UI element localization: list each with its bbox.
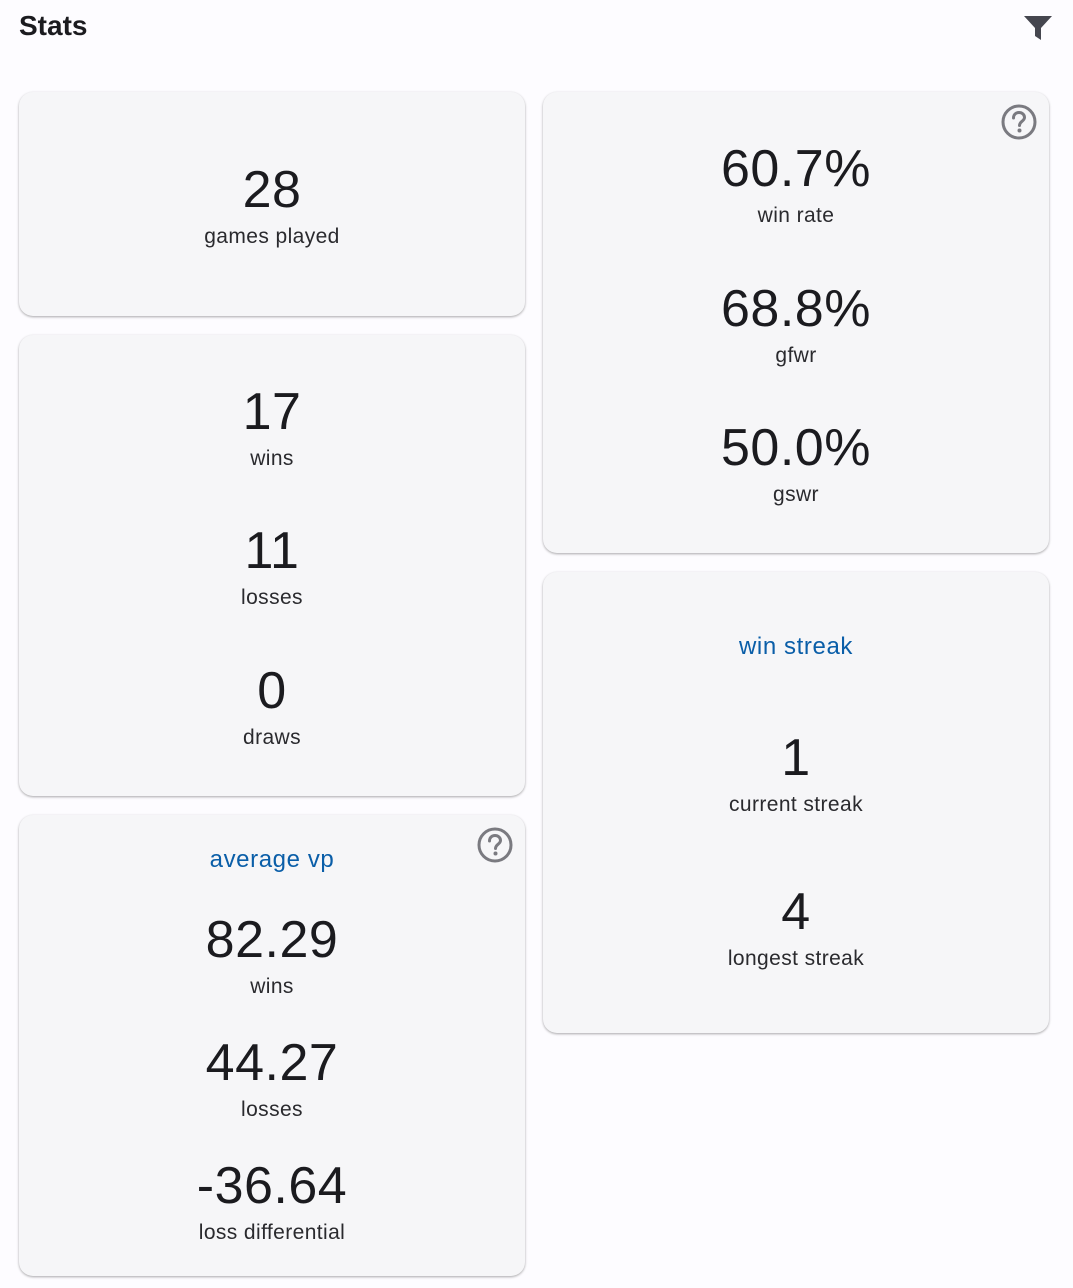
header: Stats: [0, 0, 1073, 60]
losses-label: losses: [241, 586, 303, 609]
record-card: 17 wins 11 losses 0 draws: [19, 335, 525, 796]
vp-losses-label: losses: [241, 1098, 303, 1121]
gswr-stat: 50.0% gswr: [543, 422, 1049, 508]
current-streak-stat: 1 current streak: [543, 732, 1049, 818]
draws-stat: 0 draws: [19, 665, 525, 751]
current-streak-label: current streak: [729, 793, 863, 816]
win-streak-card: win streak 1 current streak 4 longest st…: [543, 572, 1049, 1033]
wins-stat: 17 wins: [19, 386, 525, 472]
gfwr-value: 68.8%: [721, 280, 871, 338]
average-vp-help-button[interactable]: [476, 826, 514, 864]
draws-value: 0: [257, 662, 287, 720]
vp-wins-label: wins: [250, 975, 294, 998]
page-title: Stats: [19, 10, 88, 41]
games-played-label: games played: [204, 225, 340, 248]
longest-streak-stat: 4 longest streak: [543, 886, 1049, 972]
longest-streak-value: 4: [781, 883, 811, 941]
gswr-label: gswr: [773, 483, 819, 506]
vp-diff-value: -36.64: [196, 1157, 348, 1215]
gfwr-stat: 68.8% gfwr: [543, 283, 1049, 369]
filter-icon: [1024, 16, 1052, 40]
vp-wins-value: 82.29: [205, 911, 339, 969]
win-rates-help-button[interactable]: [1000, 103, 1038, 141]
win-rate-label: win rate: [757, 204, 835, 227]
average-vp-card: average vp 82.29 wins 44.27 losses -36.6…: [19, 815, 525, 1276]
vp-losses-stat: 44.27 losses: [19, 1037, 525, 1123]
win-rate-stat: 60.7% win rate: [543, 143, 1049, 229]
average-vp-title: average vp: [209, 846, 335, 873]
help-icon: [1001, 104, 1037, 140]
wins-label: wins: [250, 447, 294, 470]
vp-diff-stat: -36.64 loss differential: [19, 1160, 525, 1246]
vp-wins-stat: 82.29 wins: [19, 914, 525, 1000]
games-played-card: 28 games played: [19, 92, 525, 316]
losses-stat: 11 losses: [19, 525, 525, 611]
games-played-value: 28: [242, 161, 302, 219]
vp-losses-value: 44.27: [205, 1034, 339, 1092]
win-rate-value: 60.7%: [721, 140, 871, 198]
filter-button[interactable]: [1018, 8, 1058, 48]
current-streak-value: 1: [781, 729, 811, 787]
games-played-stat: 28 games played: [19, 164, 525, 250]
help-icon: [477, 827, 513, 863]
win-rates-card: 60.7% win rate 68.8% gfwr 50.0% gswr: [543, 92, 1049, 553]
win-streak-title: win streak: [738, 633, 854, 660]
longest-streak-label: longest streak: [727, 947, 865, 970]
gswr-value: 50.0%: [721, 419, 871, 477]
draws-label: draws: [242, 726, 302, 749]
losses-value: 11: [244, 522, 300, 580]
wins-value: 17: [242, 383, 302, 441]
gfwr-label: gfwr: [775, 344, 817, 367]
vp-diff-label: loss differential: [198, 1221, 346, 1244]
